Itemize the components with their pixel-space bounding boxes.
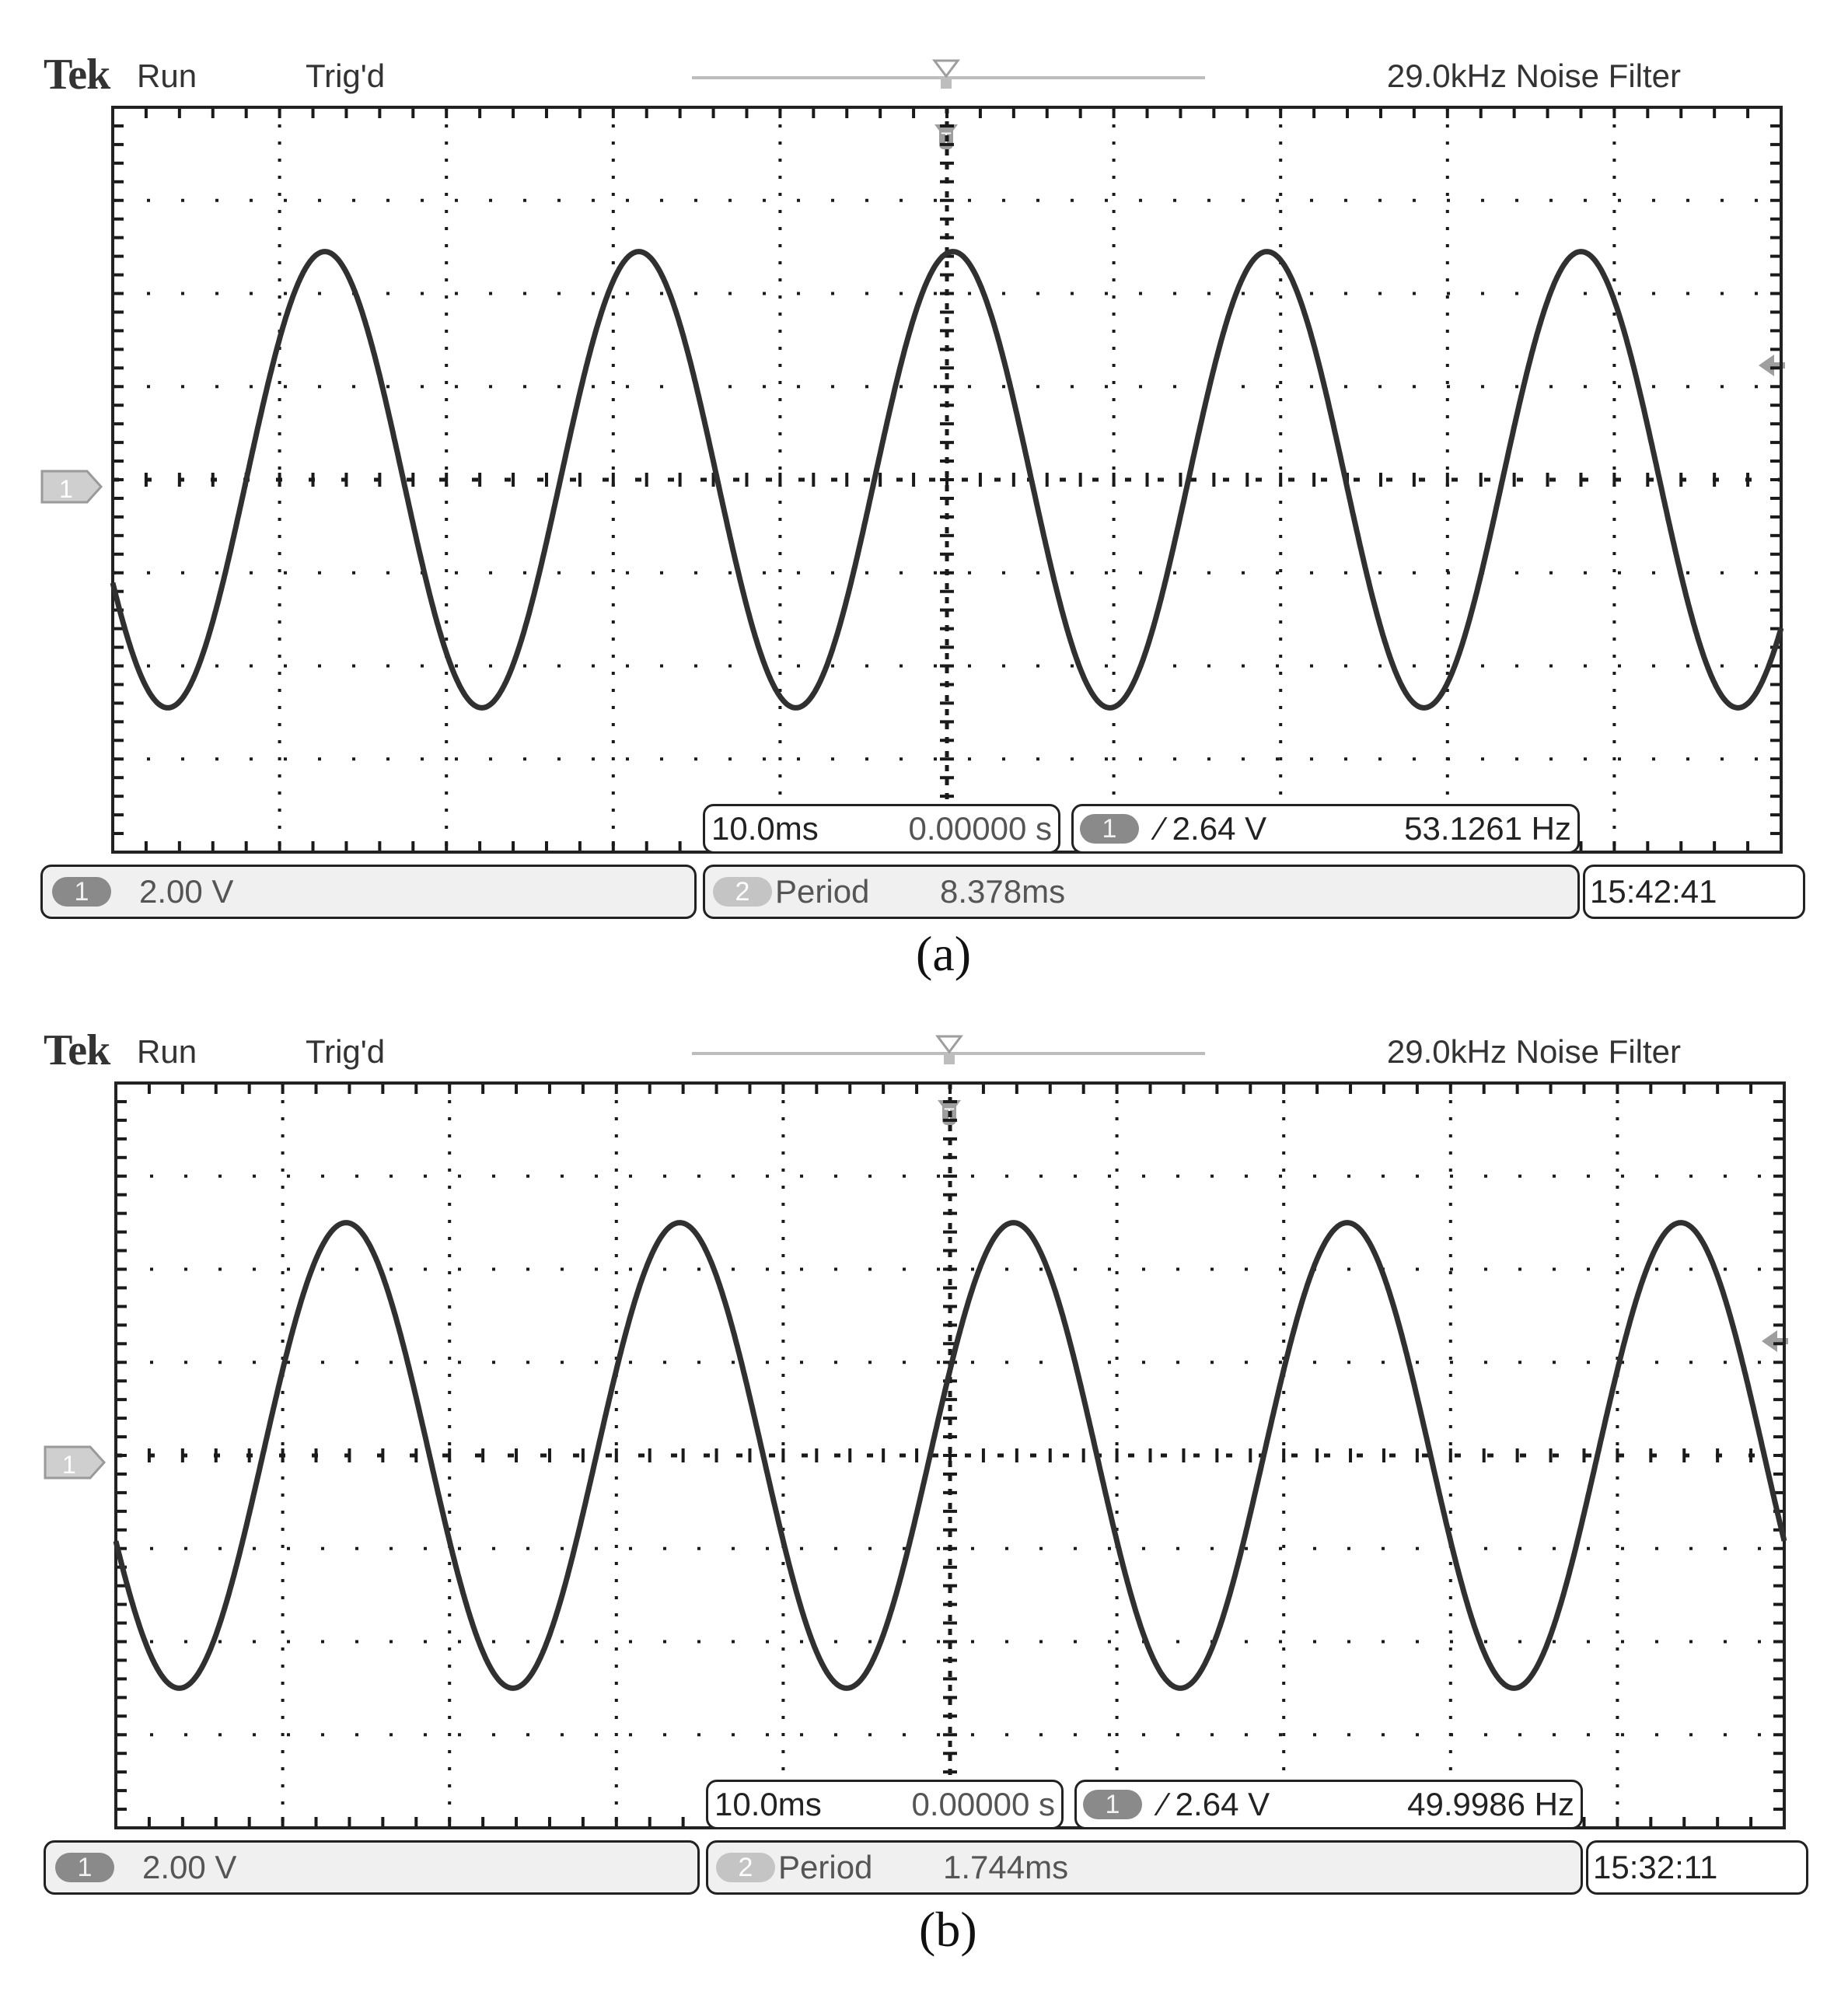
- svg-text:1: 1: [59, 475, 73, 503]
- trigger-box: 1 ∕ 2.64 V 49.9986 Hz: [1074, 1780, 1583, 1829]
- channel-1-scale-box: 1 2.00 V: [44, 1840, 700, 1895]
- timebase-box: 10.0ms 0.00000 s: [703, 804, 1060, 854]
- measurement-name: Period: [778, 1849, 873, 1885]
- trigger-frequency: 49.9986 Hz: [1407, 1786, 1574, 1822]
- trigger-channel-badge: 1: [1080, 814, 1139, 844]
- channel-1-scale: 2.00 V: [139, 873, 234, 910]
- measurement-box: 2 Period 1.744ms: [706, 1840, 1583, 1895]
- channel-1-badge: 1: [52, 877, 111, 907]
- horizontal-position: 0.00000 s: [911, 1786, 1056, 1822]
- run-status: Run: [137, 1033, 197, 1070]
- panel-caption: (b): [919, 1902, 977, 1957]
- timebase-value: 10.0ms: [711, 810, 819, 847]
- run-status: Run: [137, 58, 197, 94]
- clock-box: 15:32:11: [1586, 1840, 1808, 1895]
- trigger-frequency: 53.1261 Hz: [1404, 810, 1571, 847]
- measurement-value: 1.744ms: [943, 1849, 1069, 1885]
- measurement-channel-badge: 2: [716, 1853, 775, 1882]
- panel-caption: (a): [916, 926, 972, 981]
- oscilloscope-panel-b: Tek Run Trig'd 29.0kHz Noise Filter T 1 …: [0, 976, 1848, 1957]
- measurement-name: Period: [775, 873, 870, 910]
- trigger-position-icon: [932, 59, 960, 89]
- trigger-box: 1 ∕ 2.64 V 53.1261 Hz: [1071, 804, 1580, 854]
- horizontal-position: 0.00000 s: [908, 810, 1053, 847]
- channel-1-waveform: [110, 249, 1784, 711]
- channel-1-scale: 2.00 V: [142, 1849, 237, 1885]
- brand-logo: Tek: [44, 1026, 110, 1074]
- trigger-level-marker: [1762, 1330, 1788, 1352]
- filter-status: 29.0kHz Noise Filter: [1386, 1033, 1681, 1070]
- trigger-status: Trig'd: [306, 58, 386, 94]
- clock-box: 15:42:41: [1583, 865, 1805, 919]
- measurement-box: 2 Period 8.378ms: [703, 865, 1580, 919]
- clock-time: 15:32:11: [1593, 1849, 1718, 1885]
- oscilloscope-panel-a: Tek Run Trig'd 29.0kHz Noise Filter T 1 …: [0, 0, 1848, 981]
- channel-1-badge: 1: [55, 1853, 114, 1882]
- trigger-level: ∕ 2.64 V: [1161, 1786, 1270, 1822]
- trigger-level: ∕ 2.64 V: [1158, 810, 1267, 847]
- filter-status: 29.0kHz Noise Filter: [1386, 58, 1681, 94]
- timebase-value: 10.0ms: [714, 1786, 822, 1822]
- measurement-channel-badge: 2: [713, 877, 772, 907]
- graticule-grid: [114, 1081, 1786, 1829]
- measurement-value: 8.378ms: [940, 873, 1066, 910]
- timebase-box: 10.0ms 0.00000 s: [706, 1780, 1064, 1829]
- svg-text:1: 1: [62, 1451, 76, 1479]
- channel-1-ground-marker: 1: [44, 1445, 107, 1480]
- clock-time: 15:42:41: [1590, 873, 1717, 910]
- brand-logo: Tek: [44, 51, 110, 99]
- trigger-level-marker: [1759, 355, 1785, 376]
- trigger-channel-badge: 1: [1083, 1790, 1142, 1819]
- trigger-status: Trig'd: [306, 1033, 386, 1070]
- graticule-grid: [111, 106, 1783, 854]
- channel-1-scale-box: 1 2.00 V: [40, 865, 697, 919]
- channel-1-waveform: [113, 1220, 1787, 1691]
- channel-1-ground-marker: 1: [40, 470, 103, 504]
- trigger-position-icon: [935, 1035, 963, 1064]
